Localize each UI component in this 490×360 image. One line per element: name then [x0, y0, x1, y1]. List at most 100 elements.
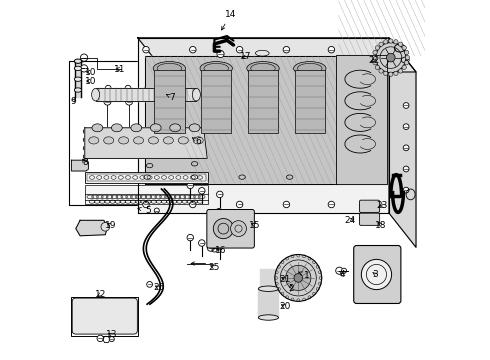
Ellipse shape	[74, 59, 81, 63]
Circle shape	[403, 124, 409, 130]
Text: 21: 21	[280, 275, 291, 284]
Circle shape	[207, 244, 215, 251]
Circle shape	[336, 267, 343, 274]
Text: 19: 19	[105, 220, 117, 230]
Text: 4: 4	[340, 270, 345, 279]
Bar	[69, 61, 214, 205]
Circle shape	[328, 201, 335, 208]
Text: 26: 26	[154, 284, 165, 292]
Text: 11: 11	[114, 65, 125, 74]
Circle shape	[198, 188, 205, 194]
Text: 7: 7	[167, 93, 175, 102]
Circle shape	[125, 85, 131, 91]
Circle shape	[143, 201, 149, 208]
FancyBboxPatch shape	[354, 246, 401, 303]
Ellipse shape	[111, 124, 122, 132]
Circle shape	[357, 252, 363, 258]
Circle shape	[147, 282, 152, 287]
Bar	[154, 70, 185, 133]
Circle shape	[203, 146, 208, 151]
Bar	[248, 70, 278, 133]
Circle shape	[373, 204, 377, 208]
Circle shape	[392, 252, 397, 258]
Circle shape	[403, 103, 409, 108]
Circle shape	[394, 71, 398, 76]
Circle shape	[402, 46, 406, 50]
Circle shape	[286, 265, 311, 291]
Polygon shape	[261, 269, 276, 287]
Circle shape	[202, 132, 209, 140]
Circle shape	[190, 201, 196, 208]
Circle shape	[87, 231, 92, 235]
Circle shape	[97, 335, 103, 342]
Text: 10: 10	[85, 77, 97, 86]
Circle shape	[217, 191, 223, 198]
Polygon shape	[72, 160, 88, 171]
Circle shape	[379, 42, 383, 46]
Ellipse shape	[153, 62, 186, 75]
Ellipse shape	[148, 137, 158, 144]
Circle shape	[384, 40, 388, 44]
Circle shape	[236, 46, 243, 53]
Circle shape	[147, 98, 154, 105]
Circle shape	[398, 42, 403, 46]
Circle shape	[169, 98, 176, 105]
Ellipse shape	[178, 137, 188, 144]
Text: 9: 9	[70, 97, 76, 106]
Circle shape	[375, 46, 380, 50]
Circle shape	[360, 203, 367, 209]
Circle shape	[187, 234, 194, 241]
Bar	[87, 174, 206, 181]
Circle shape	[403, 166, 409, 172]
Circle shape	[394, 40, 398, 44]
Text: 13: 13	[106, 330, 118, 339]
Ellipse shape	[133, 137, 144, 144]
Circle shape	[387, 53, 395, 62]
Text: 14: 14	[221, 10, 236, 30]
Circle shape	[203, 137, 208, 142]
Circle shape	[80, 163, 86, 168]
Circle shape	[83, 129, 88, 134]
Bar	[85, 172, 208, 183]
Circle shape	[384, 71, 388, 76]
Ellipse shape	[193, 137, 203, 144]
Circle shape	[376, 42, 406, 73]
Ellipse shape	[150, 124, 161, 132]
Circle shape	[360, 216, 367, 222]
Ellipse shape	[193, 89, 200, 101]
Circle shape	[294, 274, 303, 282]
Circle shape	[210, 238, 216, 244]
Circle shape	[101, 222, 110, 231]
Ellipse shape	[92, 89, 99, 101]
Circle shape	[373, 217, 377, 221]
FancyBboxPatch shape	[72, 298, 137, 334]
Circle shape	[145, 85, 151, 91]
Circle shape	[217, 243, 223, 250]
Circle shape	[342, 268, 346, 273]
Bar	[294, 70, 325, 133]
Ellipse shape	[189, 124, 200, 132]
Text: 8: 8	[82, 158, 88, 167]
Circle shape	[328, 46, 335, 53]
Circle shape	[402, 65, 406, 69]
Circle shape	[403, 187, 409, 193]
Circle shape	[104, 98, 111, 105]
Circle shape	[83, 227, 88, 232]
Circle shape	[185, 85, 190, 91]
Ellipse shape	[170, 124, 180, 132]
Circle shape	[283, 201, 290, 208]
Circle shape	[83, 137, 88, 142]
Bar	[201, 70, 231, 133]
Text: 1: 1	[298, 271, 310, 280]
Bar	[85, 185, 208, 204]
Ellipse shape	[294, 62, 326, 75]
Ellipse shape	[247, 62, 279, 75]
Circle shape	[283, 46, 290, 53]
Circle shape	[217, 50, 224, 58]
Text: 16: 16	[215, 246, 226, 255]
Ellipse shape	[74, 66, 81, 71]
Circle shape	[105, 85, 111, 91]
Circle shape	[389, 72, 393, 76]
Circle shape	[231, 221, 246, 237]
Circle shape	[109, 337, 114, 342]
